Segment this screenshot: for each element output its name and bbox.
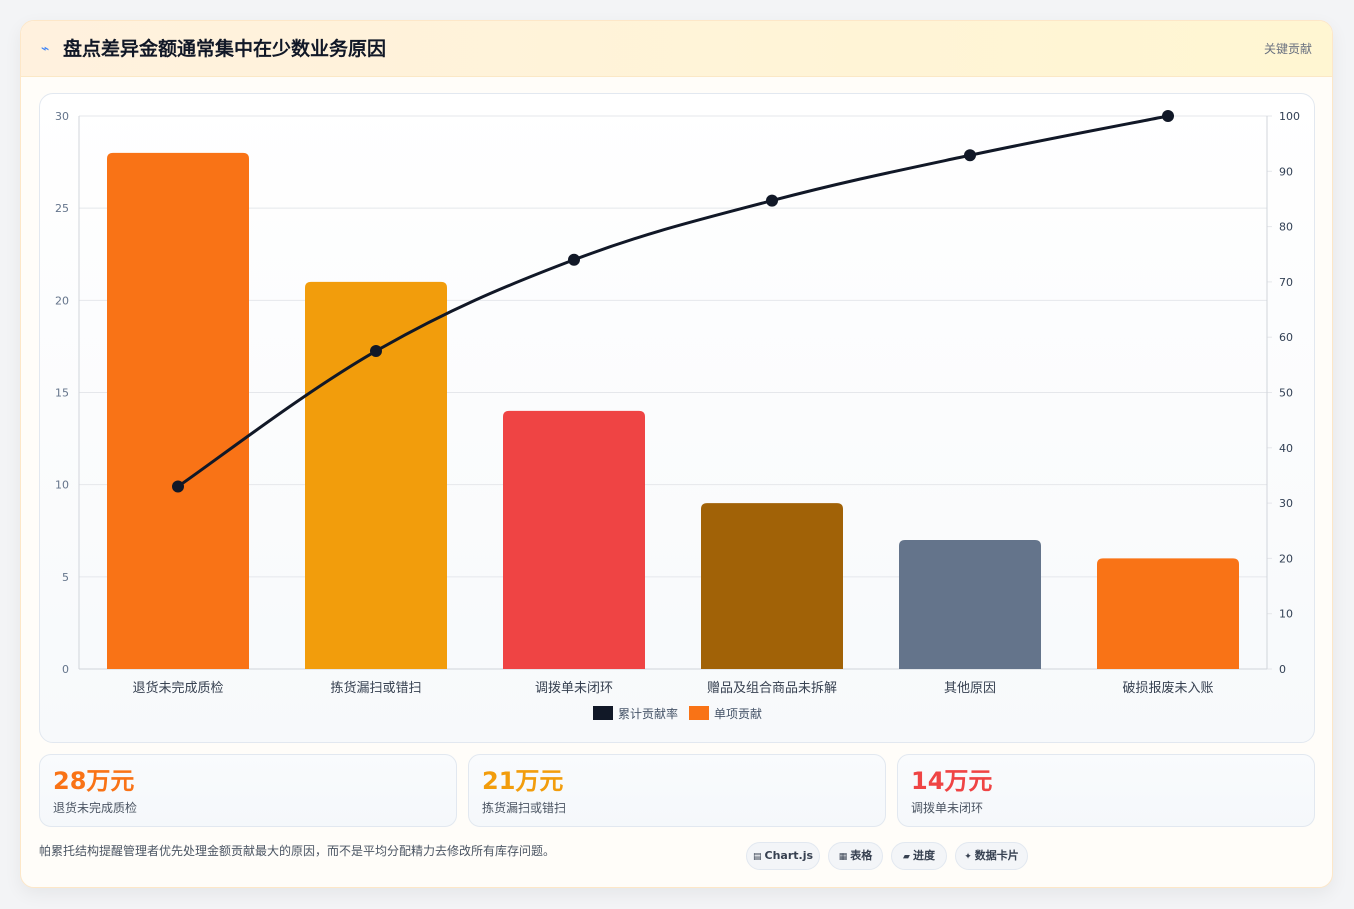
- cumulative-point: [172, 480, 184, 493]
- y2-tick-label: 90: [1279, 165, 1293, 178]
- chart-card: ⌁ 盘点差异金额通常集中在少数业务原因 关键贡献 0 5 10 15 20 25 30 0 10…: [20, 20, 1333, 888]
- y2-tick-label: 100: [1279, 110, 1300, 123]
- stat-card-2: 21万元 拣货漏扫或错扫: [468, 754, 886, 827]
- bar: [107, 152, 249, 669]
- y-tick-label: 30: [55, 110, 69, 123]
- chip-data-card[interactable]: ✦ 数据卡片: [955, 842, 1028, 870]
- cumulative-point: [1162, 110, 1174, 122]
- header-tag: 关键贡献: [1263, 42, 1312, 56]
- y-tick-label: 0: [62, 663, 69, 676]
- stat-value: 21万元: [482, 767, 564, 795]
- y-tick-label: 10: [55, 479, 69, 492]
- stat-card-1: 28万元 退货未完成质检: [39, 754, 457, 827]
- y2-tick-label: 80: [1279, 221, 1293, 234]
- x-tick-label: 赠品及组合商品未拆解: [707, 681, 837, 696]
- x-tick-label: 其他原因: [944, 681, 996, 696]
- chip-progress[interactable]: ▰ 进度: [891, 842, 947, 870]
- y2-tick-label: 70: [1279, 276, 1293, 289]
- chip-table[interactable]: ▦ 表格: [828, 842, 883, 870]
- x-tick-label: 退货未完成质检: [132, 680, 223, 696]
- legend-swatch: [689, 706, 709, 720]
- y-tick-label: 5: [62, 571, 69, 584]
- chip-label: Chart.js: [764, 849, 814, 862]
- stat-value: 14万元: [911, 767, 993, 795]
- chart-panel: 0 5 10 15 20 25 30 0 10 20 30 40 50 60 70 80 90 100 退货未完成质…: [39, 93, 1315, 743]
- table-icon: ▦: [838, 852, 848, 862]
- bar: [503, 410, 645, 669]
- bar: [701, 503, 843, 669]
- stat-card-3: 14万元 调拨单未闭环: [897, 754, 1315, 827]
- progress-icon: ▰: [903, 852, 910, 862]
- stat-value: 28万元: [53, 767, 135, 795]
- bar: [305, 281, 447, 669]
- y2-tick-label: 20: [1279, 552, 1293, 565]
- legend-label: 累计贡献率: [618, 706, 678, 721]
- bar: [1097, 558, 1239, 669]
- chart-icon: ▤: [752, 852, 762, 862]
- chip-chartjs[interactable]: ▤ Chart.js: [746, 842, 820, 870]
- y-tick-label: 20: [55, 294, 69, 307]
- y-tick-label: 25: [55, 202, 69, 215]
- x-tick-label: 破损报废未入账: [1122, 680, 1213, 696]
- cumulative-point: [370, 345, 382, 358]
- pareto-chart: 0 5 10 15 20 25 30 0 10 20 30 40 50 60 70 80 90 100 退货未完成质…: [55, 110, 1300, 721]
- lightning-icon: ⌁: [41, 41, 50, 57]
- page-title: 盘点差异金额通常集中在少数业务原因: [63, 38, 387, 60]
- cumulative-point: [964, 149, 976, 162]
- y-tick-label: 15: [55, 387, 69, 400]
- y2-tick-label: 10: [1279, 608, 1293, 621]
- chip-label: 表格: [850, 849, 873, 862]
- legend-label: 单项贡献: [714, 706, 762, 721]
- chip-label: 进度: [912, 849, 935, 862]
- card-header: ⌁ 盘点差异金额通常集中在少数业务原因 关键贡献: [21, 21, 1332, 77]
- cumulative-point: [568, 253, 580, 266]
- y2-tick-label: 60: [1279, 331, 1293, 344]
- stat-label: 退货未完成质检: [53, 801, 138, 815]
- y2-tick-label: 30: [1279, 497, 1293, 510]
- bar: [899, 539, 1041, 669]
- x-tick-label: 拣货漏扫或错扫: [330, 680, 421, 696]
- chip-label: 数据卡片: [974, 849, 1019, 862]
- stat-label: 调拨单未闭环: [911, 801, 984, 815]
- footnote: 帕累托结构提醒管理者优先处理金额贡献最大的原因，而不是平均分配精力去修改所有库存…: [39, 844, 556, 858]
- cumulative-line: [177, 114, 1169, 488]
- cumulative-point: [766, 194, 778, 207]
- card-icon: ✦: [964, 852, 972, 862]
- y2-tick-label: 40: [1279, 442, 1293, 455]
- y2-tick-label: 50: [1279, 387, 1293, 400]
- legend-swatch: [593, 706, 613, 720]
- x-tick-label: 调拨单未闭环: [535, 681, 613, 696]
- y2-tick-label: 0: [1279, 663, 1286, 676]
- stat-label: 拣货漏扫或错扫: [482, 801, 567, 815]
